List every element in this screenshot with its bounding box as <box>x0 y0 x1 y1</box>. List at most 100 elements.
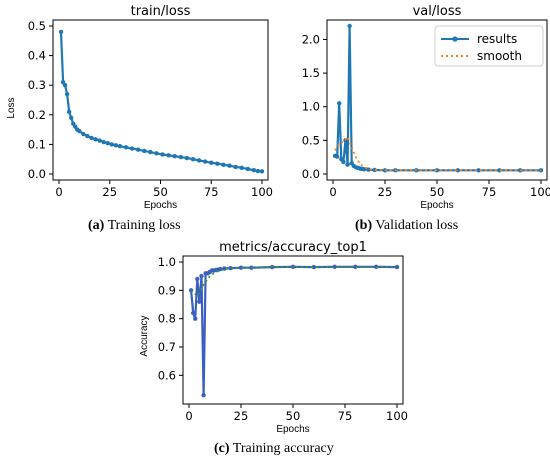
x-tick-label: 100 <box>530 185 550 199</box>
x-tick-label: 100 <box>386 409 408 423</box>
series-line-series-0 <box>190 265 398 396</box>
x-axis-label: Epochs <box>144 200 177 211</box>
series-line-smooth <box>334 135 541 172</box>
data-point <box>476 168 481 173</box>
caption-b: (b) Validation loss <box>355 218 458 234</box>
data-point <box>227 163 232 168</box>
data-point <box>58 29 64 35</box>
data-point <box>259 169 265 174</box>
x-tick-label: 0 <box>185 409 192 423</box>
caption-a: (a) Training loss <box>88 218 181 234</box>
series-line-series-0 <box>59 31 263 173</box>
data-point <box>113 143 119 148</box>
y-tick-label: 1.0 <box>158 255 176 269</box>
chart-title: metrics/accuracy_top1 <box>219 240 367 255</box>
data-point <box>184 155 190 161</box>
y-tick-label: 0.1 <box>28 137 46 151</box>
data-point <box>105 141 110 146</box>
y-tick-label: 0.2 <box>28 108 46 122</box>
caption-c-text: Training accuracy <box>229 441 334 456</box>
x-tick-label: 100 <box>251 185 273 199</box>
data-point <box>215 161 220 166</box>
data-point <box>68 115 74 120</box>
legend-marker-results <box>452 36 458 42</box>
data-point <box>233 164 238 170</box>
data-point <box>109 142 114 147</box>
y-axis-label: Accuracy <box>139 315 150 356</box>
data-point <box>202 159 208 164</box>
data-point <box>201 392 206 398</box>
y-tick-label: 0.0 <box>302 167 320 181</box>
data-point <box>190 157 196 162</box>
data-point <box>245 166 250 172</box>
y-tick-label: 0.3 <box>28 78 46 92</box>
caption-b-text: Validation loss <box>372 218 459 233</box>
data-point <box>334 154 340 159</box>
data-point <box>160 152 165 157</box>
y-axis-label: Loss <box>6 97 17 118</box>
y-tick-label: 0.8 <box>158 312 176 326</box>
data-point <box>64 91 70 97</box>
x-tick-label: 50 <box>430 185 445 199</box>
data-point <box>166 153 171 158</box>
caption-a-text: Training loss <box>104 218 181 233</box>
data-point <box>172 154 177 159</box>
data-point <box>117 143 123 149</box>
data-point <box>93 137 98 142</box>
caption-b-label: (b) <box>355 218 373 233</box>
data-point <box>196 158 202 163</box>
data-point <box>193 316 198 321</box>
data-point <box>89 135 94 141</box>
caption-c-label: (c) <box>214 441 230 456</box>
x-tick-label: 75 <box>482 185 497 199</box>
data-point <box>77 128 82 134</box>
data-point <box>366 167 371 172</box>
data-point <box>345 162 350 167</box>
data-point <box>129 146 135 151</box>
x-tick-label: 25 <box>234 409 249 423</box>
data-point <box>197 299 202 304</box>
plot-frame <box>182 255 404 405</box>
y-tick-label: 0.5 <box>28 19 46 33</box>
x-axis-label: Epochs <box>420 200 453 211</box>
data-point <box>142 148 147 154</box>
caption-c: (c) Training accuracy <box>214 441 334 457</box>
accuracy-chart: metrics/accuracy_top1 0 25 50 75 100 0.6 0.7 0.8… <box>139 240 408 435</box>
data-point <box>497 168 502 173</box>
data-point <box>97 138 102 143</box>
chart-title: train/loss <box>131 4 191 19</box>
data-point <box>434 168 440 173</box>
data-point <box>221 162 226 168</box>
data-point <box>347 23 352 29</box>
x-tick-label: 0 <box>55 185 62 199</box>
data-point <box>135 147 141 152</box>
data-point <box>190 310 196 316</box>
x-tick-label: 25 <box>102 185 117 199</box>
x-tick-label: 25 <box>378 185 393 199</box>
data-point <box>123 145 129 150</box>
series-line-series-1 <box>190 266 397 298</box>
data-point <box>195 276 200 282</box>
legend-label-results: results <box>477 32 517 46</box>
y-tick-label: 2.0 <box>302 32 320 46</box>
data-point <box>85 133 90 139</box>
x-tick-label: 0 <box>329 185 336 199</box>
data-point <box>178 154 183 160</box>
x-tick-label: 50 <box>286 409 301 423</box>
y-tick-label: 0.5 <box>302 133 320 147</box>
legend-label-smooth: smooth <box>477 49 522 63</box>
val-loss-chart: val/loss 0 25 50 75 100 0.0 0.5 1.0 1.5 2.0 Epochs r… <box>302 4 550 211</box>
data-point <box>332 264 337 270</box>
data-point <box>199 273 204 279</box>
train-loss-chart: train/loss 0 25 50 75 100 0.0 0.1 0.2 0.3 0.4 0.5 Ep… <box>6 4 273 211</box>
data-point <box>209 160 214 165</box>
data-point <box>81 131 86 137</box>
y-tick-label: 0.0 <box>28 167 46 181</box>
y-tick-label: 0.4 <box>28 49 46 63</box>
data-point <box>239 165 244 170</box>
data-point <box>218 266 223 272</box>
data-point <box>148 149 153 155</box>
y-tick-label: 0.6 <box>158 368 176 382</box>
y-tick-label: 1.0 <box>302 100 320 114</box>
data-point <box>62 83 68 88</box>
